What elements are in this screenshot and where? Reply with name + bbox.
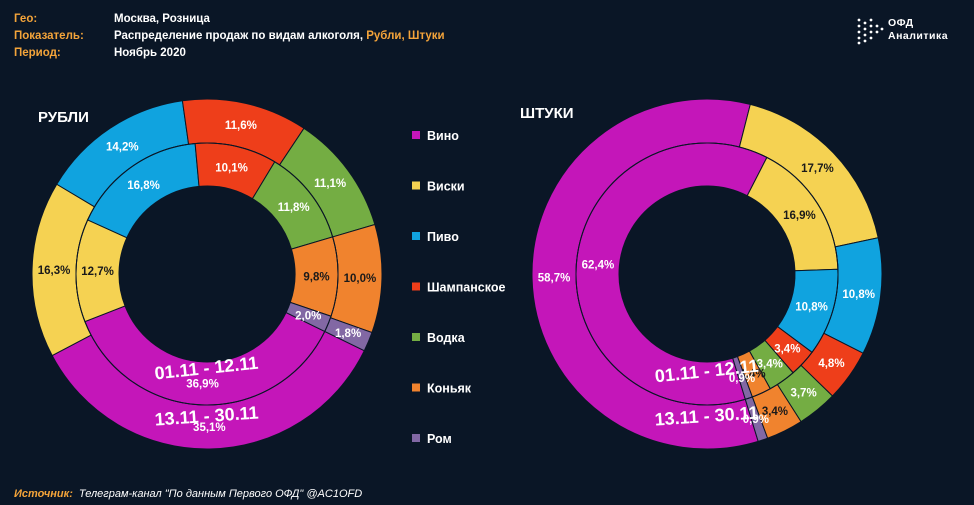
rubles-outer-label-5: 10,0% [344,273,377,285]
rubles-outer-label-0: 35,1% [193,422,226,434]
units-outer-label-0: 58,7% [538,273,571,285]
legend-label-3: Шампанское [427,281,505,295]
rubles-inner-label-6: 2,0% [295,311,321,323]
units-outer-label-6: 0,9% [743,414,769,426]
rubles-chart-title: РУБЛИ [38,109,89,126]
rubles-inner-label-4: 11,8% [278,202,310,214]
ofd-logo: ОФД Аналитика [856,17,956,45]
legend-label-4: Водка [427,331,466,345]
rubles-inner-label-3: 10,1% [215,162,248,174]
units-inner-label-1: 16,9% [783,210,816,222]
indicator-label: Показатель: [14,30,84,42]
indicator-text: Распределение продаж по видам алкоголя, [114,30,367,42]
legend-label-5: Коньяк [427,382,472,396]
rubles-outer-label-3: 11,6% [225,120,257,132]
legend-swatch-3 [412,282,420,291]
geo-label: Гео: [14,13,38,25]
rubles-inner-label-5: 9,8% [303,271,329,283]
rubles-inner-label-1: 12,7% [81,266,114,278]
rubles-inner-label-0: 36,9% [186,378,219,390]
units-outer-label-1: 17,7% [801,163,834,175]
geo-row: Гео: Москва, Розница [14,11,445,28]
legend-swatch-1 [412,181,420,190]
rubles-outer-label-6: 1,8% [335,328,361,340]
units-inner-label-0: 62,4% [582,259,615,271]
legend-swatch-6 [412,434,420,442]
legend-swatch-5 [412,383,420,392]
source-text: Телеграм-канал "По данным Первого ОФД" @… [78,488,363,500]
indicator-highlight: Рубли, Штуки [366,30,445,42]
source-note: Источник: Телеграм-канал "По данным Перво… [14,488,362,500]
legend-label-6: Ром [427,432,452,446]
units-outer-label-3: 4,8% [818,358,844,370]
logo-text: ОФД Аналитика [888,17,948,43]
legend-swatch-4 [412,333,420,341]
period-row: Период: Ноябрь 2020 [14,45,445,62]
units-inner-label-2: 10,8% [795,302,828,314]
logo-line-1: ОФД [888,17,914,29]
legend-swatch-0 [412,131,420,139]
units-inner-label-6: 0,9% [729,373,755,385]
units-inner-label-4: 3,4% [757,359,783,371]
rubles-outer-label-1: 16,3% [38,265,71,277]
units-inner-label-5: 2,4% [739,369,765,381]
logo-line-2: Аналитика [888,30,949,42]
legend-swatch-2 [412,232,420,240]
indicator-row: Показатель: Распределение продаж по вида… [14,28,445,45]
geo-value: Москва, Розница [114,13,210,25]
units-ring-divider [575,142,839,406]
units-inner-label-3: 3,4% [774,343,800,355]
report-meta: Гео: Москва, Розница Показатель: Распред… [14,11,445,62]
rubles-ring-divider [75,142,339,406]
period-value: Ноябрь 2020 [114,47,186,59]
units-outer-label-4: 3,7% [790,388,816,400]
indicator-value: Распределение продаж по видам алкоголя, … [114,28,445,45]
legend-label-1: Виски [427,180,465,194]
rubles-outer-label-2: 14,2% [106,142,139,154]
units-outer-label-5: 3,4% [762,406,788,418]
source-label: Источник: [14,488,73,500]
rubles-outer-label-4: 11,1% [314,178,346,190]
units-chart-title: ШТУКИ [520,105,574,122]
period-label: Период: [14,47,61,59]
units-outer-label-2: 10,8% [842,289,875,301]
legend-label-2: Пиво [427,230,459,244]
logo-dots-icon [857,18,884,45]
rubles-inner-label-2: 16,8% [127,180,160,192]
legend-label-0: Вино [427,129,459,143]
